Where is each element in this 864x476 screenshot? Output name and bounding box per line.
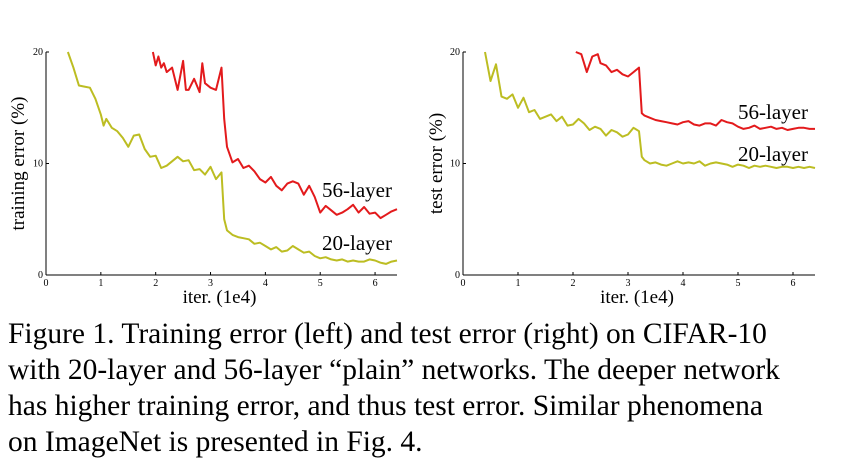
- x-tick-label: 4: [681, 278, 686, 289]
- x-tick-label: 5: [318, 278, 323, 289]
- x-axis-label: iter. (1e4): [183, 287, 257, 308]
- y-tick-label: 20: [450, 47, 460, 58]
- x-tick-label: 6: [791, 278, 796, 289]
- x-tick-label: 6: [373, 278, 378, 289]
- series-label-20-layer: 20-layer: [322, 231, 392, 255]
- x-tick-label: 1: [98, 278, 103, 289]
- series-line-20-layer: [484, 51, 816, 169]
- x-tick-label: 1: [516, 278, 521, 289]
- training-error-plot: 0 1 2 3 4 5 6 0 10 20 iter. (1e4) training error (%…: [8, 47, 398, 308]
- caption-line-1: Figure 1. Training error (left) and test…: [8, 318, 767, 350]
- x-tick-label: 0: [461, 278, 466, 289]
- test-error-plot: 0 1 2 3 4 5 6 0 10 20 iter. (1e4) test error (%) 56-…: [426, 47, 816, 308]
- y-axis-label: training error (%): [8, 97, 29, 231]
- y-axis-label: test error (%): [426, 113, 447, 214]
- series-line-20-layer: [66, 51, 398, 265]
- y-tick-label: 10: [33, 159, 43, 170]
- x-tick-label: 3: [208, 278, 213, 289]
- figure-caption: Figure 1. Training error (left) and test…: [8, 316, 858, 460]
- y-tick-label: 0: [455, 270, 460, 281]
- y-tick-label: 10: [450, 159, 460, 170]
- x-tick-label: 2: [153, 278, 158, 289]
- x-tick-label: 5: [736, 278, 741, 289]
- x-axis-label: iter. (1e4): [600, 287, 674, 308]
- y-tick-label: 20: [33, 47, 43, 58]
- y-tick-label: 0: [38, 270, 43, 281]
- x-tick-label: 4: [263, 278, 268, 289]
- series-label-20-layer: 20-layer: [738, 142, 808, 166]
- series-label-56-layer: 56-layer: [738, 100, 808, 124]
- series-label-56-layer: 56-layer: [322, 178, 392, 202]
- x-tick-label: 0: [44, 278, 49, 289]
- x-tick-label: 3: [626, 278, 631, 289]
- series-line-56-layer: [151, 51, 398, 220]
- x-tick-label: 2: [571, 278, 576, 289]
- series-line-56-layer: [575, 51, 815, 131]
- caption-line-2: with 20-layer and 56-layer “plain” netwo…: [8, 354, 780, 386]
- caption-line-3: has higher training error, and thus test…: [8, 390, 763, 422]
- caption-line-4: on ImageNet is presented in Fig. 4.: [8, 426, 423, 458]
